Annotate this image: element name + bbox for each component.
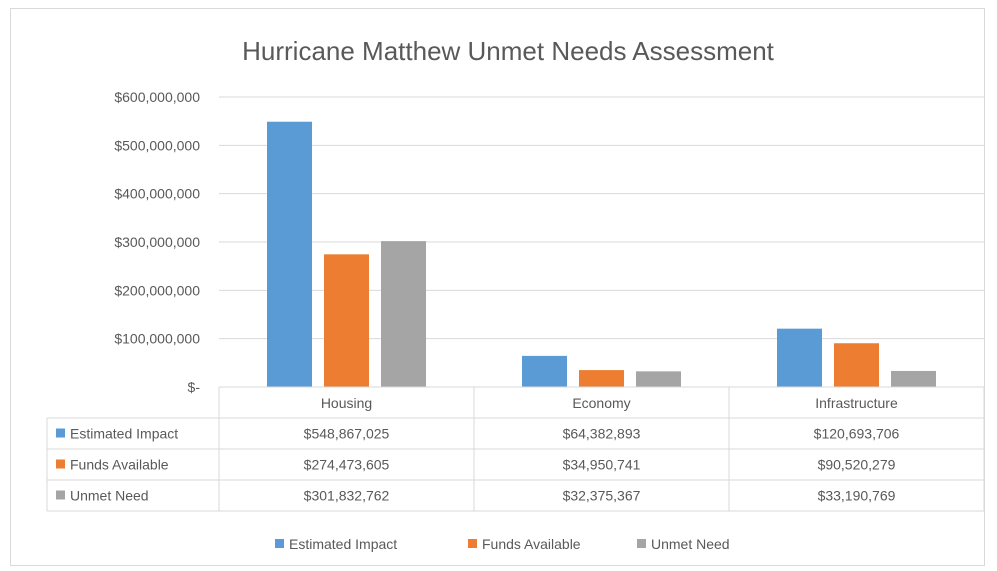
bar [381,241,426,387]
data-label: $548,867,025 [304,426,390,442]
legend-key [56,490,65,500]
bar [579,370,624,387]
legend-label: Funds Available [482,536,581,552]
legend-label: Unmet Need [651,536,730,552]
y-tick-label: $200,000,000 [114,282,200,298]
data-label: $34,950,741 [563,457,641,473]
series-name: Unmet Need [70,488,149,504]
legend-key [56,459,65,469]
y-tick-label: $- [188,379,201,395]
data-label: $274,473,605 [304,457,390,473]
category-label: Housing [321,395,372,411]
bar [636,371,681,387]
bar [777,328,822,387]
y-axis-ticks: $- $100,000,000 $200,000,000 $300,000,000 $4… [114,89,200,395]
y-tick-label: $300,000,000 [114,234,200,250]
series-name: Funds Available [70,457,169,473]
legend-swatch [275,539,284,548]
data-table: Housing Economy Infrastructure Estimated Im… [46,386,985,512]
data-label: $33,190,769 [818,488,896,504]
y-tick-label: $100,000,000 [114,331,200,347]
y-tick-label: $600,000,000 [114,89,200,105]
data-label: $64,382,893 [563,426,641,442]
y-tick-label: $400,000,000 [114,186,200,202]
bar [834,343,879,387]
legend-label: Estimated Impact [289,536,397,552]
bar [522,355,567,387]
chart-title: Hurricane Matthew Unmet Needs Assessment [242,36,775,66]
chart-area [10,8,985,566]
category-label: Economy [572,395,630,411]
bars [267,121,936,388]
legend-swatch [468,539,477,548]
data-label: $120,693,706 [814,426,900,442]
legend-swatch [637,539,646,548]
series-name: Estimated Impact [70,426,178,442]
legend: Estimated Impact Funds Available Unmet Nee… [275,536,730,552]
y-tick-label: $500,000,000 [114,137,200,153]
data-label: $301,832,762 [304,488,390,504]
bar [891,370,936,387]
data-label: $32,375,367 [563,488,641,504]
legend-key [56,428,65,438]
bar [324,254,369,387]
bar [267,121,312,388]
data-label: $90,520,279 [818,457,896,473]
category-label: Infrastructure [815,395,898,411]
